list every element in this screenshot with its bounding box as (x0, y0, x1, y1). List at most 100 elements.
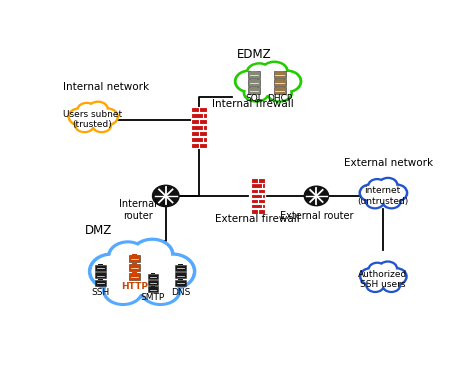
Bar (148, 286, 158, 292)
Bar (148, 280, 158, 285)
Bar (151, 273, 155, 274)
Ellipse shape (134, 241, 171, 269)
Ellipse shape (383, 196, 400, 208)
Bar (175, 272, 186, 278)
Ellipse shape (367, 279, 383, 291)
Bar (132, 255, 137, 256)
Bar (178, 279, 183, 280)
Bar (277, 79, 283, 80)
Text: internet
(untrusted): internet (untrusted) (357, 186, 408, 206)
Ellipse shape (273, 71, 301, 92)
Circle shape (303, 185, 329, 206)
Text: External network: External network (344, 158, 433, 168)
Bar (132, 263, 137, 265)
Ellipse shape (269, 85, 291, 100)
Ellipse shape (369, 180, 385, 192)
Ellipse shape (97, 109, 117, 125)
Text: SQL: SQL (245, 94, 263, 103)
Bar (191, 107, 207, 112)
Bar (191, 142, 207, 148)
Ellipse shape (237, 72, 262, 91)
Bar (191, 119, 207, 124)
Bar (251, 178, 264, 183)
Text: Internal network: Internal network (63, 82, 149, 92)
Ellipse shape (151, 255, 194, 288)
Text: External firewall: External firewall (215, 214, 300, 224)
Ellipse shape (367, 196, 383, 207)
Text: DMZ: DMZ (85, 224, 112, 237)
Ellipse shape (366, 196, 383, 208)
Ellipse shape (379, 262, 397, 276)
Ellipse shape (70, 109, 88, 124)
Bar (95, 272, 106, 278)
Ellipse shape (268, 85, 292, 101)
Bar (191, 125, 207, 130)
Bar (151, 279, 155, 280)
Ellipse shape (80, 108, 104, 127)
Ellipse shape (379, 178, 397, 192)
Bar (273, 71, 286, 78)
Ellipse shape (371, 185, 394, 203)
Ellipse shape (388, 186, 406, 200)
Bar (273, 79, 286, 86)
Ellipse shape (93, 120, 110, 132)
Ellipse shape (248, 64, 270, 80)
Ellipse shape (89, 102, 107, 116)
Ellipse shape (76, 120, 92, 131)
Bar (191, 131, 207, 136)
Ellipse shape (274, 72, 300, 91)
Ellipse shape (380, 179, 396, 192)
Ellipse shape (76, 120, 93, 132)
Text: SMTP: SMTP (141, 293, 165, 302)
Ellipse shape (360, 185, 380, 201)
Circle shape (152, 185, 180, 207)
Bar (98, 264, 103, 265)
Ellipse shape (370, 184, 395, 204)
Ellipse shape (79, 104, 95, 116)
Ellipse shape (369, 263, 385, 276)
Ellipse shape (387, 185, 407, 201)
Bar (277, 87, 283, 88)
Bar (251, 87, 257, 88)
Bar (277, 71, 283, 72)
Bar (251, 184, 264, 188)
Ellipse shape (236, 71, 263, 92)
Bar (129, 255, 140, 262)
Ellipse shape (106, 278, 141, 303)
Bar (251, 71, 257, 72)
Ellipse shape (98, 109, 117, 124)
Bar (191, 113, 207, 118)
Ellipse shape (69, 109, 89, 125)
Bar (248, 79, 260, 86)
Ellipse shape (262, 62, 287, 81)
Bar (248, 87, 260, 94)
Ellipse shape (104, 277, 142, 304)
Ellipse shape (246, 85, 267, 100)
Ellipse shape (361, 186, 379, 200)
Bar (175, 280, 186, 286)
Ellipse shape (361, 269, 380, 284)
Bar (251, 189, 264, 193)
Ellipse shape (387, 269, 406, 284)
Bar (251, 199, 264, 203)
Ellipse shape (383, 279, 400, 291)
Ellipse shape (371, 268, 394, 287)
Bar (251, 204, 264, 208)
Ellipse shape (153, 256, 193, 287)
Ellipse shape (250, 70, 283, 95)
Ellipse shape (249, 69, 284, 96)
Ellipse shape (94, 120, 109, 131)
Ellipse shape (110, 243, 146, 270)
Ellipse shape (78, 104, 95, 116)
Text: HTTP: HTTP (121, 282, 148, 291)
Text: Authorized
SSH users: Authorized SSH users (358, 270, 407, 289)
Bar (148, 274, 158, 279)
Ellipse shape (388, 269, 405, 284)
Bar (129, 273, 140, 280)
Ellipse shape (384, 280, 399, 291)
Ellipse shape (114, 253, 166, 294)
Text: Users subnet
(trusted): Users subnet (trusted) (63, 110, 122, 130)
Ellipse shape (91, 256, 131, 287)
Bar (251, 194, 264, 198)
Ellipse shape (384, 196, 399, 207)
